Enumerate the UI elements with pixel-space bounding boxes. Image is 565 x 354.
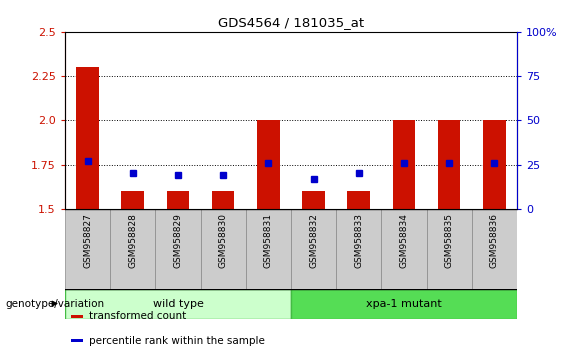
Bar <box>65 209 110 289</box>
Text: xpa-1 mutant: xpa-1 mutant <box>366 298 442 309</box>
Bar <box>110 209 155 289</box>
Text: wild type: wild type <box>153 298 203 309</box>
Bar <box>246 209 291 289</box>
Bar <box>65 289 291 319</box>
Text: GSM958828: GSM958828 <box>128 213 137 268</box>
Text: transformed count: transformed count <box>89 311 186 321</box>
Bar <box>393 120 415 209</box>
Bar <box>302 191 325 209</box>
Bar <box>291 289 517 319</box>
Bar <box>71 315 83 318</box>
Text: GSM958831: GSM958831 <box>264 213 273 268</box>
Bar <box>76 67 99 209</box>
Text: GSM958832: GSM958832 <box>309 213 318 268</box>
Bar <box>336 209 381 289</box>
Bar <box>483 120 506 209</box>
Text: GSM958829: GSM958829 <box>173 213 182 268</box>
Bar <box>381 209 427 289</box>
Text: GSM958830: GSM958830 <box>219 213 228 268</box>
Text: GSM958834: GSM958834 <box>399 213 408 268</box>
Text: GSM958836: GSM958836 <box>490 213 499 268</box>
Bar <box>155 209 201 289</box>
Bar <box>347 191 370 209</box>
Text: GSM958827: GSM958827 <box>83 213 92 268</box>
Bar <box>257 120 280 209</box>
Text: genotype/variation: genotype/variation <box>6 298 105 309</box>
Bar <box>71 339 83 342</box>
Bar <box>212 191 234 209</box>
Bar <box>438 120 460 209</box>
Title: GDS4564 / 181035_at: GDS4564 / 181035_at <box>218 16 364 29</box>
Bar <box>201 209 246 289</box>
Text: GSM958833: GSM958833 <box>354 213 363 268</box>
Text: GSM958835: GSM958835 <box>445 213 454 268</box>
Bar <box>472 209 517 289</box>
Bar <box>121 191 144 209</box>
Text: percentile rank within the sample: percentile rank within the sample <box>89 336 265 346</box>
Bar <box>167 191 189 209</box>
Bar <box>427 209 472 289</box>
Bar <box>291 209 336 289</box>
